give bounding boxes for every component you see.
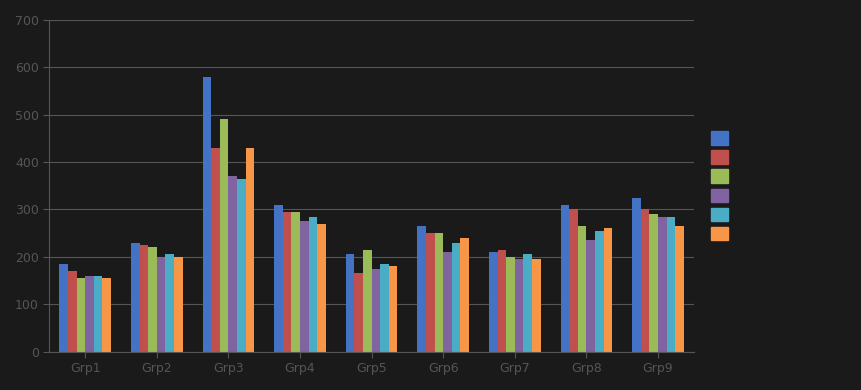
Bar — [418, 226, 426, 351]
Bar — [389, 266, 398, 351]
Bar — [426, 233, 435, 351]
Bar — [461, 238, 469, 351]
Bar — [632, 198, 641, 351]
Bar — [595, 231, 604, 351]
Bar — [523, 255, 532, 351]
Bar — [381, 264, 389, 351]
Bar — [102, 278, 111, 351]
Bar — [489, 252, 498, 351]
Bar — [317, 224, 325, 351]
Bar — [157, 257, 165, 351]
Bar — [282, 212, 291, 351]
Bar — [59, 264, 68, 351]
Bar — [220, 119, 228, 351]
Bar — [308, 216, 317, 351]
Bar — [649, 214, 658, 351]
Bar — [211, 148, 220, 351]
Bar — [532, 259, 541, 351]
Bar — [443, 252, 452, 351]
Bar — [675, 226, 684, 351]
Bar — [68, 271, 77, 351]
Bar — [452, 243, 461, 351]
Bar — [237, 179, 245, 351]
Bar — [586, 240, 595, 351]
Bar — [569, 209, 578, 351]
Bar — [346, 255, 355, 351]
Bar — [174, 257, 183, 351]
Bar — [666, 216, 675, 351]
Bar — [355, 273, 363, 351]
Bar — [658, 216, 666, 351]
Bar — [139, 245, 148, 351]
Bar — [498, 250, 506, 351]
Bar — [131, 243, 139, 351]
Bar — [202, 77, 211, 351]
Bar — [363, 250, 372, 351]
Bar — [435, 233, 443, 351]
Bar — [94, 276, 102, 351]
Bar — [165, 255, 174, 351]
Bar — [300, 221, 308, 351]
Bar — [641, 209, 649, 351]
Bar — [515, 259, 523, 351]
Bar — [291, 212, 300, 351]
Bar — [578, 226, 586, 351]
Bar — [604, 229, 612, 351]
Bar — [245, 148, 254, 351]
Bar — [372, 269, 381, 351]
Legend: , , , , , : , , , , , — [706, 126, 742, 246]
Bar — [561, 205, 569, 351]
Bar — [228, 176, 237, 351]
Bar — [275, 205, 282, 351]
Bar — [506, 257, 515, 351]
Bar — [85, 276, 94, 351]
Bar — [77, 278, 85, 351]
Bar — [148, 247, 157, 351]
